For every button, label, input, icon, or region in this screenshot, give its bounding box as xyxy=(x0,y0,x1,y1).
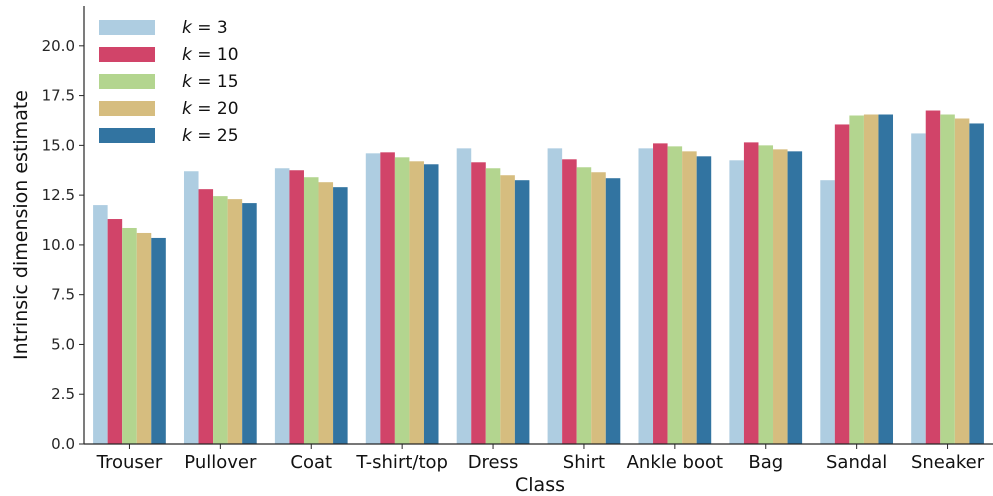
bar-bag-k20 xyxy=(773,149,788,444)
y-tick-label: 7.5 xyxy=(51,286,75,304)
bar-dress-k25 xyxy=(514,180,530,444)
bar-coat-k20 xyxy=(318,182,334,444)
x-tick-label: Sneaker xyxy=(911,452,985,473)
bar-sneaker-k20 xyxy=(954,118,970,445)
bar-shirt-k25 xyxy=(605,178,621,444)
bar-ankle-boot-k3 xyxy=(638,148,654,444)
x-tick-label: Coat xyxy=(290,452,332,473)
x-tick-label: Pullover xyxy=(184,452,257,473)
bar-t-shirt-top-k15 xyxy=(394,157,410,444)
bar-ankle-boot-k10 xyxy=(653,143,668,444)
x-axis: Trouser Pullover Coat T-shirt/top Dress Shirt… xyxy=(84,443,993,473)
legend-label-k3: k = 3 xyxy=(182,18,228,38)
bar-coat-k3 xyxy=(274,168,290,444)
bar-shirt-k15 xyxy=(576,167,592,444)
bar-t-shirt-top-k20 xyxy=(409,161,424,445)
x-axis-title: Class xyxy=(515,474,565,496)
y-tick-label: 20.0 xyxy=(42,37,75,55)
x-tick-label: Bag xyxy=(748,452,783,473)
bar-t-shirt-top-k10 xyxy=(380,152,395,444)
bar-ankle-boot-k20 xyxy=(682,151,697,444)
y-tick-label: 2.5 xyxy=(51,385,75,403)
x-tick-label: Trouser xyxy=(96,452,163,473)
x-tick-label: Dress xyxy=(468,452,519,473)
bar-coat-k10 xyxy=(289,170,304,444)
legend-label-k25: k = 25 xyxy=(182,126,239,146)
bar-pullover-k25 xyxy=(242,203,257,444)
bar-ankle-boot-k15 xyxy=(667,146,683,445)
bar-trouser-k25 xyxy=(151,237,166,444)
legend: k = 3 k = 10 k = 15 k = 20 k = 25 xyxy=(99,18,239,146)
x-tick-label: Sandal xyxy=(826,452,887,473)
bar-t-shirt-top-k25 xyxy=(423,164,439,444)
y-tick-label: 10.0 xyxy=(42,236,75,254)
y-tick-label: 15.0 xyxy=(42,136,75,154)
bar-trouser-k20 xyxy=(136,232,152,444)
bar-bag-k3 xyxy=(729,160,744,445)
bar-sneaker-k10 xyxy=(925,110,941,445)
legend-label-k10: k = 10 xyxy=(182,45,239,65)
bar-dress-k10 xyxy=(471,162,486,445)
bar-trouser-k10 xyxy=(107,219,123,444)
x-tick-label: T-shirt/top xyxy=(355,452,448,473)
bar-coat-k25 xyxy=(333,187,348,445)
bar-sandal-k15 xyxy=(849,115,864,444)
bar-shirt-k20 xyxy=(591,172,606,445)
bar-bag-k25 xyxy=(787,151,803,444)
bar-bag-k10 xyxy=(743,142,759,444)
y-tick-label: 5.0 xyxy=(51,335,75,353)
legend-swatch-k10 xyxy=(99,47,155,62)
bar-sneaker-k3 xyxy=(911,133,926,445)
bar-sandal-k20 xyxy=(863,114,879,444)
legend-label-k20: k = 20 xyxy=(182,99,239,119)
legend-swatch-k15 xyxy=(99,74,155,89)
bar-dress-k20 xyxy=(500,175,515,445)
legend-swatch-k3 xyxy=(99,20,155,35)
bar-dress-k3 xyxy=(456,148,472,444)
bar-sneaker-k15 xyxy=(940,114,955,444)
x-tick-label: Shirt xyxy=(563,452,605,473)
bar-ankle-boot-k25 xyxy=(696,156,712,444)
bar-sandal-k3 xyxy=(820,180,835,444)
bar-pullover-k10 xyxy=(198,189,214,444)
x-tick-label: Ankle boot xyxy=(627,452,723,473)
bar-shirt-k3 xyxy=(547,148,563,444)
bar-sandal-k25 xyxy=(878,114,894,444)
legend-swatch-k25 xyxy=(99,128,155,143)
bar-shirt-k10 xyxy=(562,159,577,445)
bar-bag-k15 xyxy=(758,145,774,445)
bar-trouser-k15 xyxy=(122,227,137,444)
bar-pullover-k20 xyxy=(227,199,243,444)
bar-trouser-k3 xyxy=(93,205,108,444)
bar-coat-k15 xyxy=(303,177,319,444)
bar-pullover-k3 xyxy=(183,171,199,444)
bar-sneaker-k25 xyxy=(969,123,984,445)
y-axis: 0.0 2.5 5.0 7.5 10.0 12.5 15.0 17.5 20.0 xyxy=(42,6,85,453)
bar-pullover-k15 xyxy=(213,196,228,444)
legend-label-k15: k = 15 xyxy=(182,72,239,92)
y-tick-label: 12.5 xyxy=(42,186,75,204)
bar-dress-k15 xyxy=(485,168,501,444)
bars-group xyxy=(93,110,984,445)
bar-t-shirt-top-k3 xyxy=(365,153,381,444)
y-tick-label: 17.5 xyxy=(42,87,75,105)
y-axis-title: Intrinsic dimension estimate xyxy=(10,90,32,360)
legend-swatch-k20 xyxy=(99,101,155,116)
bar-sandal-k10 xyxy=(834,124,850,445)
y-tick-label: 0.0 xyxy=(51,435,75,453)
